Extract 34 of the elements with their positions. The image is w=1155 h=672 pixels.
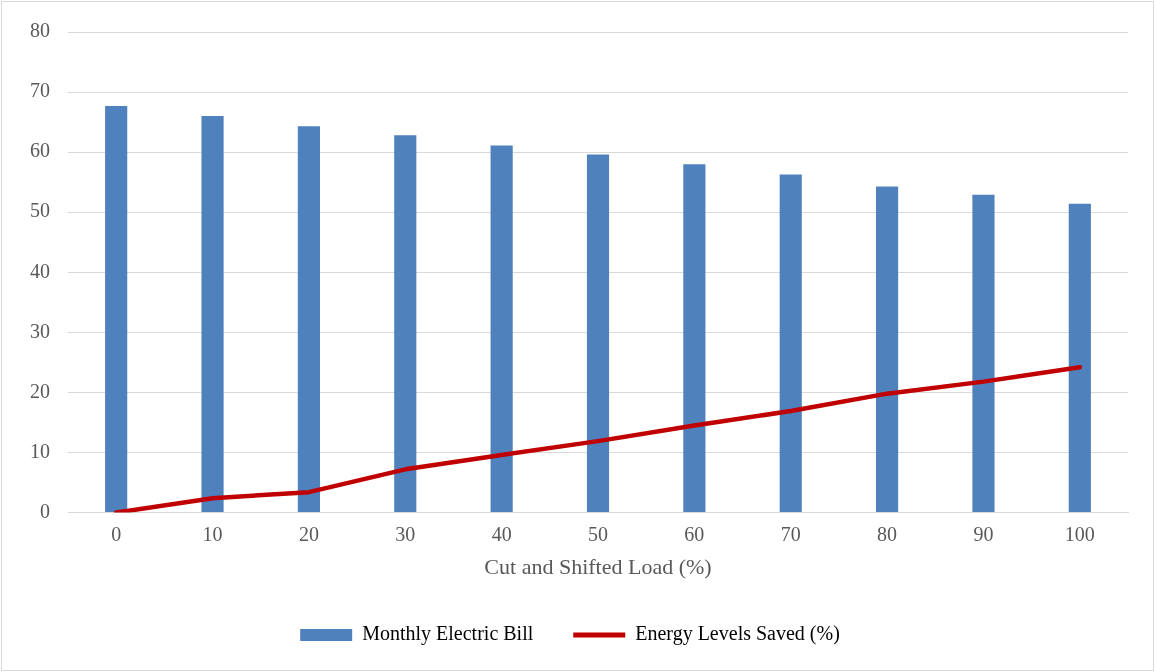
x-tick-label: 50 bbox=[588, 522, 608, 545]
y-tick-label: 40 bbox=[30, 259, 50, 282]
bar bbox=[394, 135, 417, 513]
y-tick-label: 70 bbox=[30, 79, 50, 102]
y-tick-label: 80 bbox=[30, 19, 50, 42]
x-tick-label: 40 bbox=[491, 522, 512, 545]
x-tick-label: 90 bbox=[973, 522, 994, 545]
x-tick-label: 20 bbox=[298, 522, 319, 545]
y-tick-label: 20 bbox=[30, 379, 50, 402]
bar bbox=[1068, 203, 1091, 513]
legend-label: Energy Levels Saved (%) bbox=[635, 622, 840, 646]
y-tick-label: 10 bbox=[30, 439, 50, 462]
y-tick-label: 50 bbox=[30, 199, 50, 222]
x-tick-label: 70 bbox=[780, 522, 801, 545]
bar bbox=[779, 174, 802, 513]
x-tick-label: 10 bbox=[202, 522, 223, 545]
bar bbox=[972, 194, 995, 513]
x-axis-title: Cut and Shifted Load (%) bbox=[484, 553, 712, 579]
x-tick-label: 60 bbox=[684, 522, 705, 545]
y-tick-label: 60 bbox=[30, 139, 50, 162]
bar bbox=[876, 186, 899, 513]
x-tick-label: 80 bbox=[877, 522, 898, 545]
bar bbox=[683, 164, 706, 513]
bar bbox=[297, 126, 320, 513]
bar bbox=[586, 154, 610, 513]
bar bbox=[201, 116, 224, 513]
legend-label: Monthly Electric Bill bbox=[362, 622, 534, 646]
bar bbox=[490, 145, 513, 513]
x-tick-label: 0 bbox=[111, 522, 122, 545]
y-tick-label: 0 bbox=[40, 499, 50, 522]
y-tick-label: 30 bbox=[30, 319, 50, 342]
x-tick-label: 30 bbox=[395, 522, 416, 545]
x-tick-label: 100 bbox=[1064, 522, 1095, 545]
bar bbox=[105, 105, 128, 513]
